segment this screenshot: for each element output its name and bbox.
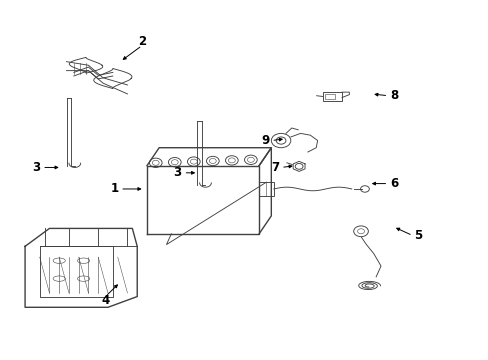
Text: 6: 6 xyxy=(389,177,398,190)
Circle shape xyxy=(271,134,290,148)
Circle shape xyxy=(171,160,178,165)
Bar xyxy=(322,92,341,101)
Circle shape xyxy=(353,226,367,237)
Circle shape xyxy=(209,158,216,163)
Text: 9: 9 xyxy=(261,134,269,147)
Circle shape xyxy=(149,158,162,167)
Text: 7: 7 xyxy=(271,161,279,174)
Ellipse shape xyxy=(77,258,89,264)
Circle shape xyxy=(225,156,238,165)
Text: 3: 3 xyxy=(173,166,182,179)
Circle shape xyxy=(168,158,181,167)
Circle shape xyxy=(190,159,197,164)
Text: 4: 4 xyxy=(101,294,109,307)
Circle shape xyxy=(244,155,257,165)
Ellipse shape xyxy=(53,276,65,281)
Text: 8: 8 xyxy=(389,89,398,102)
Text: 5: 5 xyxy=(414,229,422,242)
Bar xyxy=(259,182,273,196)
Circle shape xyxy=(152,160,159,165)
Ellipse shape xyxy=(77,276,89,281)
Circle shape xyxy=(187,157,200,166)
Text: 3: 3 xyxy=(32,161,41,174)
Circle shape xyxy=(276,137,285,144)
Text: 1: 1 xyxy=(110,183,118,195)
Text: 2: 2 xyxy=(138,35,146,48)
Circle shape xyxy=(357,229,364,234)
Circle shape xyxy=(247,157,254,162)
Circle shape xyxy=(228,158,235,163)
Circle shape xyxy=(206,156,219,166)
Circle shape xyxy=(360,186,368,192)
Circle shape xyxy=(295,163,303,169)
Ellipse shape xyxy=(53,258,65,264)
Bar xyxy=(325,94,334,99)
